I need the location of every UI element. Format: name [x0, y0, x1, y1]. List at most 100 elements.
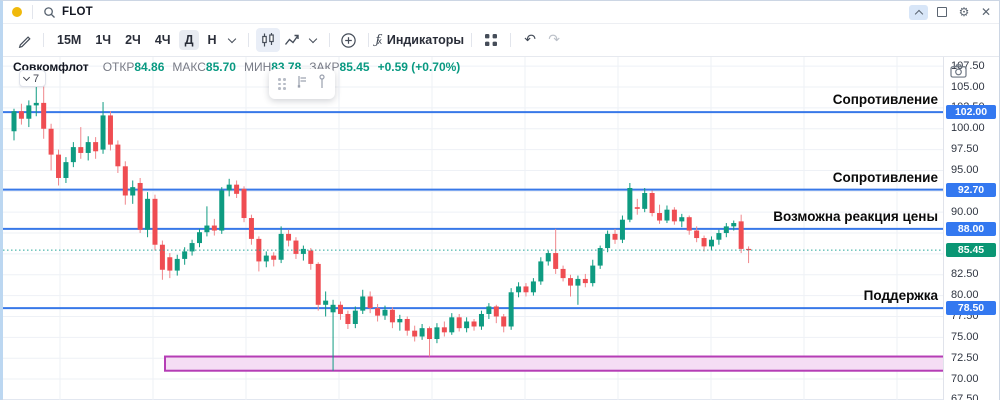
pin-marker-icon[interactable]: [318, 74, 326, 94]
candle-body: [449, 317, 455, 333]
candle-body: [582, 278, 588, 284]
timeframe-Д[interactable]: Д: [178, 30, 200, 50]
candle-body: [234, 184, 240, 194]
timeframe-group: 15М 1Ч 2Ч 4Ч Д Н: [51, 30, 223, 50]
redo-button[interactable]: ↷: [548, 32, 560, 48]
candle-body: [63, 162, 69, 178]
price-tick: 90.00: [951, 205, 979, 218]
drag-handle-icon[interactable]: [278, 78, 286, 90]
drawings-count: 7: [33, 72, 40, 85]
title-bar: FLOT ⚙ ✕: [3, 1, 999, 24]
candle-body: [33, 102, 39, 106]
price-tick: 67.50: [951, 393, 979, 400]
timeframe-1Ч[interactable]: 1Ч: [95, 33, 112, 47]
divider: [32, 5, 33, 19]
timeframe-2Ч[interactable]: 2Ч: [125, 33, 141, 47]
candle-body: [78, 147, 84, 153]
candle-body: [456, 317, 462, 329]
candle-body: [159, 244, 165, 270]
candle-body: [248, 218, 254, 239]
close-icon[interactable]: ✕: [980, 5, 992, 19]
candle-body: [701, 238, 707, 247]
timeframe-Н[interactable]: Н: [207, 33, 217, 47]
draw-pencil-button[interactable]: [12, 28, 36, 52]
candle-body: [605, 233, 611, 249]
compare-add-button[interactable]: [337, 28, 361, 52]
candle-body: [590, 265, 596, 284]
candle-body: [657, 213, 663, 221]
symbol-search[interactable]: FLOT: [43, 6, 93, 19]
level-price-badge: 78.50: [946, 301, 996, 316]
chart-toolbar: 15М 1Ч 2Ч 4Ч Д Н ƒx Индикаторы: [3, 24, 999, 57]
candle-body: [575, 278, 581, 286]
price-axis[interactable]: 107.50105.00102.50100.0097.5095.0092.509…: [943, 57, 999, 400]
candlestick-chart[interactable]: [3, 57, 948, 400]
candle-body: [256, 238, 262, 262]
candle-body: [731, 223, 737, 227]
drawings-count-chip[interactable]: 7: [19, 70, 47, 87]
collapse-toolbar-button[interactable]: [909, 4, 928, 20]
candlestick-style-button[interactable]: [255, 28, 280, 52]
candle-body: [708, 239, 714, 247]
highlight-zone[interactable]: [164, 355, 948, 372]
candle-body: [167, 257, 173, 271]
line-style-button[interactable]: [280, 28, 304, 52]
floating-drawing-toolbar: [269, 69, 335, 99]
price-tick: 80.00: [951, 289, 979, 302]
candle-body: [56, 154, 62, 178]
screenshot-camera-icon[interactable]: [950, 63, 967, 83]
candle-body: [204, 225, 210, 233]
price-tick: 75.00: [951, 330, 979, 343]
candle-body: [211, 225, 217, 231]
candle-body: [493, 306, 499, 317]
candle-body: [70, 147, 76, 163]
layout-grid-icon[interactable]: [479, 28, 503, 52]
candle-body: [664, 209, 670, 221]
candle-body: [568, 278, 573, 286]
price-tick: 95.00: [951, 163, 979, 176]
candle-body: [530, 281, 536, 293]
candle-body: [130, 187, 136, 196]
candle-body: [137, 182, 143, 230]
candle-body: [41, 102, 47, 129]
candle-body: [308, 250, 314, 264]
open-value: 84.86: [134, 60, 165, 74]
candle-body: [508, 292, 514, 327]
indicators-button[interactable]: ƒx Индикаторы: [375, 33, 465, 48]
candle-body: [738, 221, 744, 249]
candle-body: [337, 304, 343, 314]
candle-body: [723, 226, 729, 234]
change-value: +0.59 (+0.70%): [377, 60, 461, 74]
candle-body: [48, 128, 54, 155]
timeframe-15М[interactable]: 15М: [57, 33, 82, 47]
undo-button[interactable]: ↶: [524, 32, 536, 48]
style-more-chevron[interactable]: [304, 28, 322, 52]
price-tick: 100.00: [951, 122, 985, 135]
candle-body: [263, 255, 269, 262]
candle-body: [501, 316, 507, 327]
divider: [328, 33, 330, 47]
candle-body: [642, 192, 648, 209]
divider: [510, 33, 512, 47]
candle-body: [219, 190, 225, 231]
candle-body: [627, 187, 633, 220]
candle-body: [597, 248, 603, 266]
candle-body: [18, 111, 24, 119]
candle-body: [345, 313, 351, 324]
candle-body: [486, 306, 492, 314]
timeframe-more-chevron[interactable]: [223, 28, 241, 52]
candle-body: [367, 296, 373, 309]
price-tick: 70.00: [951, 372, 979, 385]
candle-body: [679, 217, 685, 222]
candle-body: [293, 240, 299, 254]
candle-body: [182, 251, 188, 259]
candle-body: [516, 286, 522, 293]
timeframe-4Ч[interactable]: 4Ч: [154, 33, 171, 47]
flag-marker-icon[interactable]: [295, 74, 309, 94]
maximize-button[interactable]: [934, 5, 950, 20]
candle-body: [471, 321, 477, 327]
divider: [471, 33, 473, 47]
settings-gear-icon[interactable]: ⚙: [958, 5, 970, 19]
candle-body: [389, 309, 395, 323]
